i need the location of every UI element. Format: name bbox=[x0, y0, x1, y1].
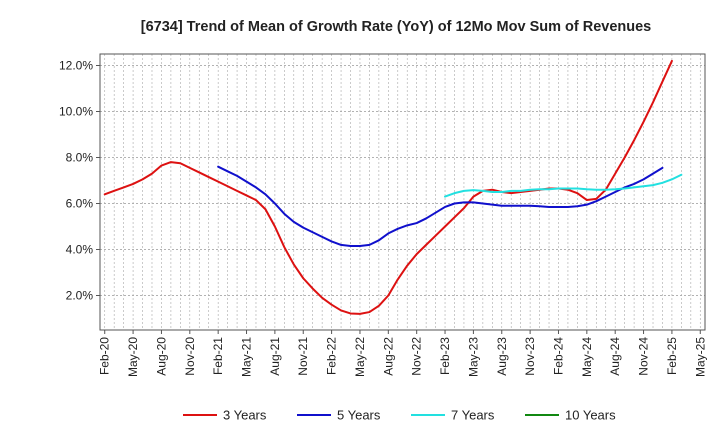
x-tick-label: May-22 bbox=[353, 337, 367, 377]
series-line-3-years bbox=[103, 59, 673, 315]
x-tick-label: May-25 bbox=[693, 337, 707, 377]
x-tick-label: Aug-21 bbox=[268, 337, 282, 376]
series-line-5-years bbox=[217, 165, 664, 248]
x-tick-label: Feb-21 bbox=[211, 337, 225, 375]
y-axis-ticks: 2.0% 4.0% 6.0% 8.0% 10.0% 12.0% bbox=[59, 59, 100, 303]
x-tick-label: Aug-24 bbox=[608, 337, 622, 376]
legend-label-5-years: 5 Years bbox=[337, 408, 381, 423]
y-tick-label: 10.0% bbox=[59, 105, 93, 119]
x-tick-label: Aug-20 bbox=[154, 337, 168, 376]
x-tick-label: May-24 bbox=[580, 337, 594, 377]
legend-label-10-years: 10 Years bbox=[565, 408, 616, 423]
x-tick-label: Feb-22 bbox=[325, 337, 339, 375]
chart-title: [6734] Trend of Mean of Growth Rate (YoY… bbox=[141, 19, 652, 35]
x-tick-label: Nov-23 bbox=[523, 337, 537, 376]
y-tick-label: 6.0% bbox=[66, 197, 94, 211]
x-axis-ticks: Feb-20 May-20 Aug-20 Nov-20 Feb-21 May-21 Aug-… bbox=[98, 330, 707, 377]
x-tick-label: May-21 bbox=[240, 337, 254, 377]
x-tick-label: Feb-23 bbox=[438, 337, 452, 375]
y-tick-label: 12.0% bbox=[59, 59, 93, 73]
x-tick-label: May-23 bbox=[466, 337, 480, 377]
legend-label-3-years: 3 Years bbox=[223, 408, 267, 423]
x-tick-label: Nov-22 bbox=[410, 337, 424, 376]
series-line-7-years bbox=[444, 173, 683, 198]
x-tick-label: Feb-20 bbox=[98, 337, 112, 375]
x-tick-label: Nov-24 bbox=[637, 337, 651, 376]
series-lines bbox=[103, 59, 683, 315]
x-tick-label: Feb-24 bbox=[551, 337, 565, 375]
plot-frame bbox=[99, 53, 706, 331]
x-tick-label: May-20 bbox=[126, 337, 140, 377]
y-tick-label: 8.0% bbox=[66, 151, 94, 165]
x-tick-label: Nov-20 bbox=[183, 337, 197, 376]
legend: 3 Years 5 Years 7 Years 10 Years bbox=[183, 408, 616, 423]
y-tick-label: 4.0% bbox=[66, 243, 94, 257]
y-tick-label: 2.0% bbox=[66, 289, 94, 303]
x-tick-label: Aug-23 bbox=[495, 337, 509, 376]
legend-label-7-years: 7 Years bbox=[451, 408, 495, 423]
x-tick-label: Aug-22 bbox=[381, 337, 395, 376]
x-tick-label: Feb-25 bbox=[665, 337, 679, 375]
x-tick-label: Nov-21 bbox=[296, 337, 310, 376]
grid-lines bbox=[100, 54, 705, 330]
